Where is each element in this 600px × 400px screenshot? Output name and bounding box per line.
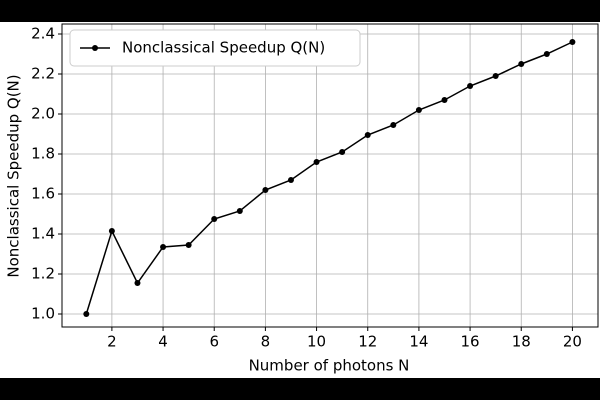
- plot-frame: [61, 23, 599, 328]
- y-tick-label: 1.2: [31, 265, 55, 283]
- x-tick-label: 20: [563, 333, 582, 351]
- x-tick-label: 2: [107, 333, 117, 351]
- y-tick-label: 2.0: [31, 105, 55, 123]
- legend-box: [69, 29, 361, 67]
- y-tick-label: 1.0: [31, 305, 55, 323]
- data-point: [569, 39, 576, 45]
- x-tick-label: 16: [461, 333, 480, 351]
- data-point: [108, 228, 115, 234]
- data-point: [441, 97, 448, 103]
- y-axis-label: Nonclassical Speedup Q(N): [5, 74, 23, 277]
- data-point: [390, 122, 397, 128]
- data-point: [415, 107, 422, 113]
- x-tick-label: 18: [512, 333, 531, 351]
- bottom-bar: [0, 378, 600, 400]
- y-tick-label: 2.4: [31, 25, 55, 43]
- data-point: [543, 51, 550, 57]
- data-point: [83, 311, 90, 317]
- data-point: [160, 244, 167, 250]
- x-axis-label: Number of photons N: [249, 357, 410, 375]
- x-tick-label: 10: [307, 333, 326, 351]
- x-tick-label: 8: [261, 333, 271, 351]
- data-point: [287, 177, 294, 183]
- data-point: [211, 216, 218, 222]
- data-point: [492, 73, 499, 79]
- data-point: [134, 280, 141, 286]
- x-tick-label: 4: [158, 333, 168, 351]
- data-point: [313, 159, 320, 165]
- data-point: [185, 242, 192, 248]
- legend-label: Nonclassical Speedup Q(N): [122, 39, 325, 57]
- top-bar: [0, 0, 600, 22]
- data-point: [364, 132, 371, 138]
- data-point: [518, 61, 525, 67]
- legend-marker: [92, 45, 98, 51]
- y-tick-label: 2.2: [31, 65, 55, 83]
- data-line: [85, 41, 573, 315]
- data-point: [467, 83, 474, 89]
- y-tick-label: 1.8: [31, 145, 55, 163]
- x-tick-label: 6: [209, 333, 219, 351]
- data-point: [262, 187, 269, 193]
- data-point: [236, 208, 243, 214]
- y-tick-label: 1.4: [31, 225, 55, 243]
- x-tick-label: 14: [409, 333, 428, 351]
- y-tick-label: 1.6: [31, 185, 55, 203]
- data-point: [339, 149, 346, 155]
- x-tick-label: 12: [358, 333, 377, 351]
